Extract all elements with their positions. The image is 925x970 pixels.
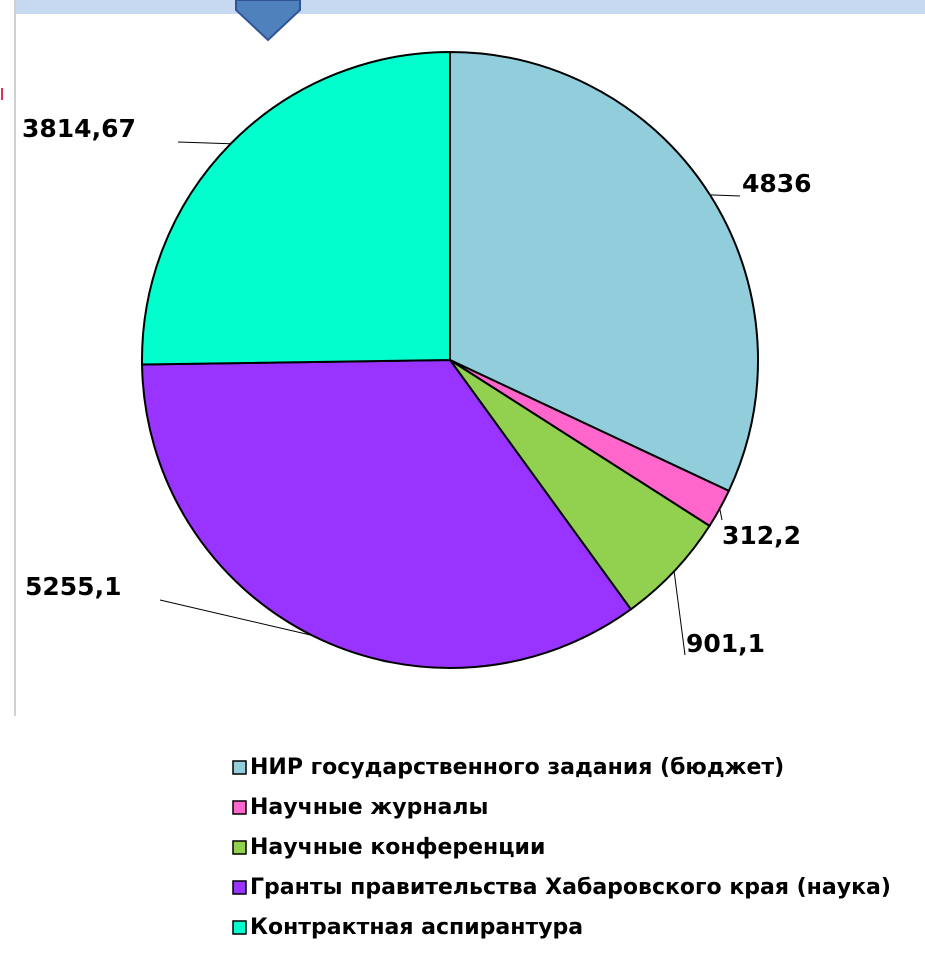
- leader-line: [177, 141, 231, 145]
- legend-label: НИР государственного задания (бюджет): [250, 755, 784, 780]
- legend: НИР государственного задания (бюджет) Нау…: [232, 755, 891, 940]
- legend-swatch: [232, 880, 247, 895]
- data-label: 4836: [742, 169, 812, 198]
- legend-label: Контрактная аспирантура: [250, 915, 583, 940]
- data-label: 312,2: [722, 521, 801, 550]
- leader-line: [673, 571, 686, 656]
- legend-swatch: [232, 840, 247, 855]
- data-label: 5255,1: [25, 572, 121, 601]
- arrow-shape: [235, 0, 301, 42]
- legend-swatch: [232, 920, 247, 935]
- data-label: 901,1: [686, 629, 765, 658]
- legend-label: Научные конференции: [250, 835, 545, 860]
- leader-line: [159, 599, 313, 636]
- legend-label: Гранты правительства Хабаровского края (…: [250, 875, 891, 900]
- leader-line: [709, 194, 741, 197]
- pie: 4836 312,2 901,1 5255,1 3814,67: [22, 50, 812, 669]
- data-label: 3814,67: [22, 114, 136, 143]
- pie-slice: [449, 50, 759, 493]
- legend-swatch: [232, 760, 247, 775]
- legend-swatch: [232, 800, 247, 815]
- leader-line: [719, 508, 723, 521]
- legend-label: Научные журналы: [250, 795, 488, 820]
- top-bar: [15, 0, 925, 14]
- pie-slice: [141, 50, 451, 366]
